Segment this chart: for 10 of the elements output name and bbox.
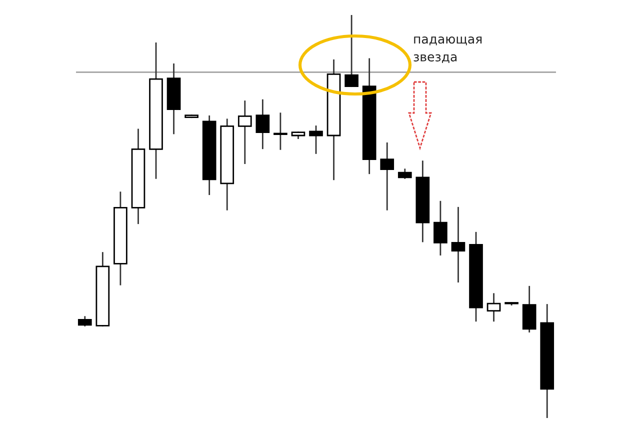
candlestick [309, 126, 323, 154]
candlestick [344, 15, 358, 88]
candlestick [256, 99, 270, 150]
candlestick [274, 112, 288, 150]
candlestick [434, 200, 448, 256]
annotation: падающая звезда [414, 36, 482, 64]
candlestick [238, 100, 252, 164]
candlestick [451, 206, 466, 282]
candlestick [486, 293, 501, 322]
candlestick [380, 142, 394, 210]
